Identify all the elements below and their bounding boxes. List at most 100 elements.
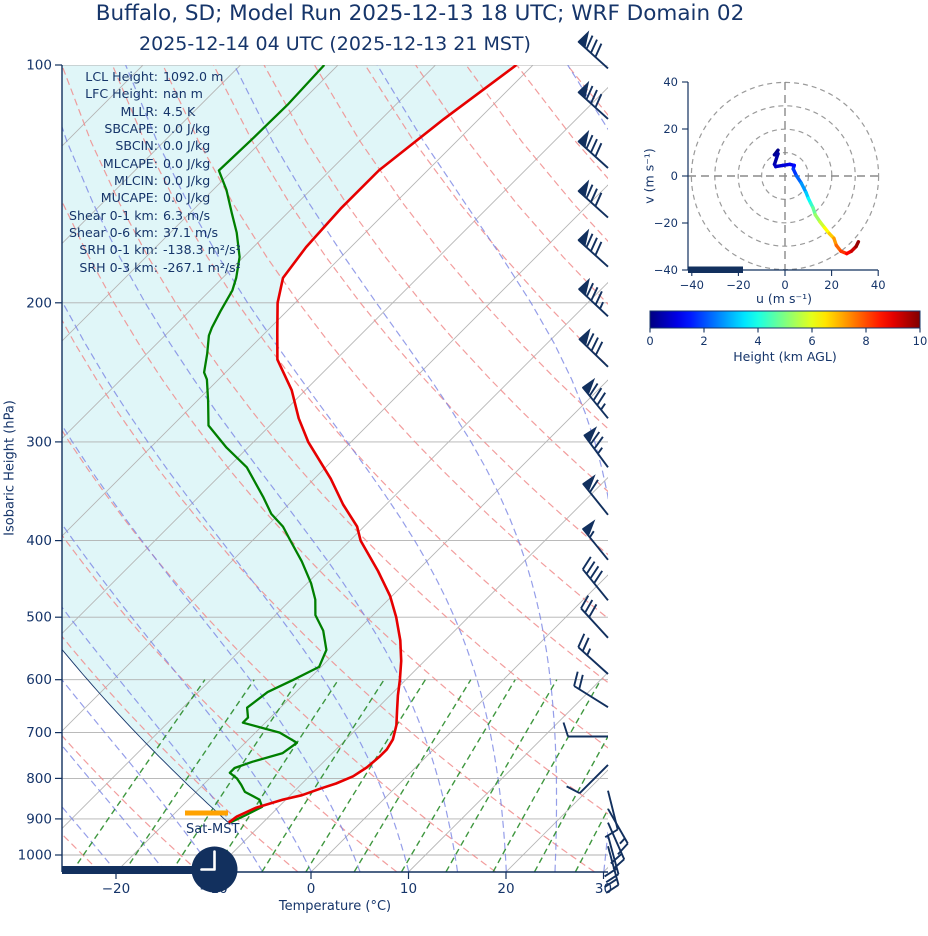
isotherm-line	[62, 281, 608, 830]
colorbar-tick-label: 10	[913, 334, 928, 348]
mixing-ratio-line	[400, 679, 516, 872]
dry-adiabat-line	[111, 65, 608, 684]
stat-row: Shear 0-6 km: 37.1 m/s	[30, 224, 241, 241]
hodo-x-tick-label: 40	[871, 278, 886, 292]
skewt-axes: 1002003004005006007008009001000−20−10010…	[18, 58, 612, 898]
moist-adiabat-line	[62, 424, 361, 872]
hodo-x-tick-label: 0	[781, 278, 788, 292]
clock-icon	[191, 846, 238, 893]
hodo-x-tick-label: −20	[726, 278, 750, 292]
y-tick-label: 800	[26, 771, 52, 787]
dry-adiabat-line	[62, 534, 397, 872]
stat-value: 4.5 K	[163, 103, 196, 119]
hodo-y-tick-label: 20	[663, 122, 678, 136]
colorbar-tick-label: 8	[862, 334, 869, 348]
stats-block: LCL Height: 1092.0 m LFC Height: nan m MLLR:…	[30, 68, 241, 276]
sat-mst-label: Sat-MST	[186, 822, 240, 837]
stat-row: MUCAPE: 0.0 J/kg	[30, 189, 241, 206]
y-tick-label: 100	[26, 58, 52, 74]
mixing-ratio-line	[123, 679, 255, 872]
dry-adiabat-line	[62, 429, 496, 872]
moist-adiabat-line	[376, 65, 608, 872]
mixing-ratio-line	[71, 679, 206, 872]
stat-row: SBCAPE: 0.0 J/kg	[30, 120, 241, 137]
moist-adiabat-line	[62, 125, 459, 872]
dry-adiabat-line	[62, 65, 608, 749]
stat-row: SBCIN: 0.0 J/kg	[30, 137, 241, 154]
isotherm-line	[62, 65, 339, 342]
dry-adiabat-line	[516, 65, 608, 180]
dry-adiabat-line	[415, 65, 608, 305]
x-tick-label: 10	[400, 881, 417, 897]
isotherm-line	[310, 574, 608, 872]
hodo-x-tick-label: −40	[680, 278, 704, 292]
stat-value: 37.1 m/s	[163, 225, 219, 241]
stat-label: SRH 0-3 km:	[79, 259, 158, 275]
skewt-background	[62, 65, 928, 872]
mixing-ratio-line	[492, 679, 602, 872]
stat-label: Shear 0-6 km:	[69, 225, 158, 241]
moist-adiabat-line	[125, 65, 507, 872]
stat-label: MLCIN:	[113, 173, 158, 189]
wind-barbs	[562, 30, 629, 894]
isotherm-line	[213, 476, 608, 872]
x-tick-label: −20	[102, 881, 131, 897]
y-tick-label: 600	[26, 672, 52, 688]
hodograph-trace-segment	[772, 151, 780, 167]
colorbar-tick-label: 2	[700, 334, 707, 348]
mixing-ratio-line	[533, 734, 608, 872]
colorbar-tick-label: 0	[646, 334, 653, 348]
hodo-y-tick-label: 40	[663, 75, 678, 89]
colorbar-label: Height (km AGL)	[733, 349, 837, 364]
dry-adiabat-line	[618, 65, 928, 872]
stat-value: 0.0 J/kg	[163, 138, 211, 154]
isotherm-line	[505, 769, 608, 872]
stat-row: LCL Height: 1092.0 m	[30, 68, 241, 85]
parcel-profile-line	[62, 648, 229, 823]
stat-label: LCL Height:	[85, 69, 158, 84]
stat-row: MLCAPE: 0.0 J/kg	[30, 155, 241, 172]
colorbar-tick-label: 4	[754, 334, 761, 348]
dry-adiabat-line	[263, 65, 608, 493]
dry-adiabat-line	[668, 65, 928, 872]
y-tick-label: 700	[26, 725, 52, 741]
stat-label: SBCIN:	[115, 138, 158, 154]
stat-label: SBCAPE:	[104, 121, 158, 137]
mixing-ratio-line	[212, 679, 339, 872]
isotherm-line	[701, 65, 928, 872]
stat-row: Shear 0-1 km: 6.3 m/s	[30, 207, 241, 224]
dry-adiabat-line	[212, 65, 608, 556]
stat-value: -138.3 m²/s²	[163, 242, 241, 258]
moist-adiabat-line	[62, 299, 410, 872]
moist-adiabat-line	[567, 65, 608, 131]
hodograph-x-axis-label: u (m s⁻¹)	[756, 291, 812, 306]
figure-title: Buffalo, SD; Model Run 2025-12-13 18 UTC…	[95, 1, 745, 26]
dry-adiabat-line	[313, 65, 608, 430]
height-colorbar: 0 2 4 6 8 10	[646, 310, 928, 348]
dry-adiabat-line	[62, 199, 608, 815]
stat-row: SRH 0-3 km: -267.1 m²/s²	[30, 259, 240, 276]
isotherm-line	[62, 65, 436, 440]
dry-adiabat-line	[465, 65, 608, 243]
dry-adiabat-line	[62, 318, 595, 872]
y-tick-label: 300	[26, 434, 52, 450]
isotherm-line	[62, 86, 608, 635]
hodo-y-tick-label: 0	[671, 169, 678, 183]
mixing-ratio-line	[170, 679, 300, 872]
isotherm-line	[62, 65, 241, 245]
moist-adiabat-line	[62, 606, 264, 872]
isotherm-line	[115, 379, 608, 872]
stat-label: MLLR:	[120, 103, 158, 119]
hodograph-trace-segment	[854, 240, 861, 249]
figure-subtitle: 2025-12-14 04 UTC (2025-12-13 21 MST)	[139, 33, 531, 55]
stat-value: 0.0 J/kg	[163, 121, 211, 137]
y-tick-label: 400	[26, 533, 52, 549]
hodo-y-tick-label: −20	[654, 216, 678, 230]
stat-label: SRH 0-1 km:	[79, 242, 158, 258]
stat-row: MLCIN: 0.0 J/kg	[30, 172, 241, 189]
stat-value: nan m	[163, 86, 203, 102]
stat-label: LFC Height:	[85, 86, 158, 102]
hodo-x-tick-label: 20	[824, 278, 839, 292]
dewpoint-curve	[202, 65, 328, 824]
